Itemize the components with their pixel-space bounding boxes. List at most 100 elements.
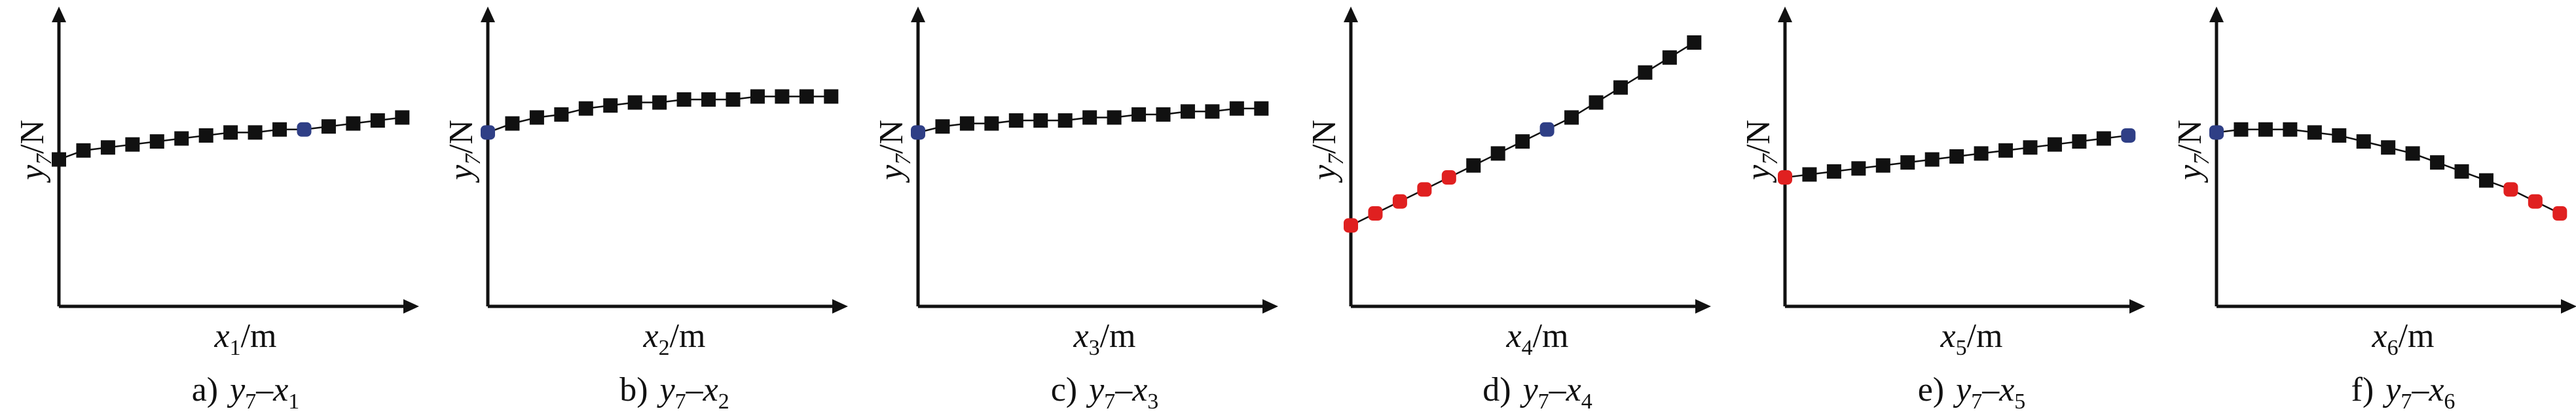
data-point-red xyxy=(1417,182,1432,197)
y-label-sub: 7 xyxy=(891,153,915,165)
data-point xyxy=(149,134,164,149)
caption-dash: – xyxy=(1549,371,1567,408)
data-point xyxy=(775,89,790,104)
caption-y-sub: 7 xyxy=(1104,390,1115,414)
data-point xyxy=(248,125,263,140)
y-axis-arrow xyxy=(2209,7,2224,22)
x-label-main: x xyxy=(2372,317,2387,355)
y-label-unit: /N xyxy=(14,120,51,154)
y-label-main: y xyxy=(14,164,51,183)
data-point xyxy=(603,98,618,113)
caption-dash: – xyxy=(2411,371,2429,408)
x-axis-label: x5/m xyxy=(1940,317,2003,360)
caption-prefix: d) xyxy=(1482,371,1511,408)
x-axis-arrow xyxy=(1262,299,1278,314)
data-point xyxy=(1900,155,1915,170)
y-axis-label: y7/N xyxy=(2171,120,2214,183)
data-point xyxy=(652,95,667,110)
y-axis-arrow xyxy=(1778,7,1792,22)
data-point xyxy=(959,116,974,131)
data-point xyxy=(2332,128,2347,143)
caption-y-sub: 7 xyxy=(1538,390,1549,414)
panel-1: y7/Nx1/ma) y7–x1 xyxy=(14,7,419,414)
caption-x-sub: 6 xyxy=(2444,390,2455,414)
data-point xyxy=(2234,122,2249,137)
x-axis-label: x1/m xyxy=(214,317,277,360)
y-label-main: y xyxy=(2171,164,2209,183)
x-label-sub: 1 xyxy=(230,336,241,360)
data-point xyxy=(1033,113,1048,128)
y-label-main: y xyxy=(1306,164,1343,183)
data-point xyxy=(726,92,741,107)
data-point xyxy=(578,101,593,116)
data-point xyxy=(223,125,238,140)
data-point xyxy=(346,116,361,131)
caption-dash: – xyxy=(1981,371,2000,408)
data-point xyxy=(125,137,140,152)
x-label-sub: 6 xyxy=(2387,336,2399,360)
data-point xyxy=(2430,155,2445,170)
panel-3: y7/Nx3/mc) y7–x3 xyxy=(873,7,1278,414)
panel-caption: c) y7–x3 xyxy=(1051,371,1159,414)
data-point-blue xyxy=(2209,125,2224,140)
data-point xyxy=(1254,101,1269,116)
data-point xyxy=(1851,161,1866,176)
x-label-main: x xyxy=(214,317,230,355)
data-point xyxy=(52,152,66,167)
x-axis-label: x2/m xyxy=(643,317,706,360)
x-axis-label: x4/m xyxy=(1506,317,1569,360)
y-label-sub: 7 xyxy=(461,153,485,165)
y-label-main: y xyxy=(1740,164,1777,183)
y-axis-arrow xyxy=(911,7,925,22)
x-label-main: x xyxy=(1940,317,1956,355)
panel-caption: a) y7–x1 xyxy=(192,371,300,414)
caption-y: y xyxy=(1953,371,1972,408)
caption-prefix: a) xyxy=(192,371,218,408)
caption-x: x xyxy=(703,371,718,408)
data-point xyxy=(1826,164,1841,179)
data-point xyxy=(1132,107,1147,122)
x-axis-label: x6/m xyxy=(2372,317,2435,360)
data-point xyxy=(1229,101,1244,116)
caption-x-sub: 1 xyxy=(288,390,299,414)
data-point-red xyxy=(1368,206,1383,221)
data-point xyxy=(799,89,814,104)
y-axis-arrow xyxy=(481,7,495,22)
x-axis-arrow xyxy=(2561,299,2576,314)
caption-prefix: e) xyxy=(1918,371,1944,408)
data-point xyxy=(321,119,336,134)
caption-y: y xyxy=(1086,371,1105,408)
y-label-unit: /N xyxy=(2171,120,2209,154)
caption-x-sub: 5 xyxy=(2014,390,2025,414)
data-point xyxy=(1490,146,1505,161)
y-label-main: y xyxy=(873,164,910,183)
data-point xyxy=(198,128,213,143)
panel-caption: b) y7–x2 xyxy=(619,371,729,414)
caption-y-sub: 7 xyxy=(1971,390,1982,414)
data-point xyxy=(505,116,520,131)
data-point xyxy=(2381,140,2396,155)
y-label-unit: /N xyxy=(873,120,910,154)
x-label-sub: 4 xyxy=(1522,336,1533,360)
caption-dash: – xyxy=(255,371,274,408)
data-point-red xyxy=(1344,218,1358,233)
data-point xyxy=(1687,35,1702,50)
x-label-unit: /m xyxy=(1967,317,2003,355)
caption-x: x xyxy=(1132,371,1147,408)
data-point xyxy=(1466,158,1481,173)
data-point xyxy=(676,92,691,107)
y-label-unit: /N xyxy=(443,120,480,154)
data-point-blue xyxy=(2121,128,2136,143)
x-axis-label: x3/m xyxy=(1073,317,1136,360)
y-axis-label: y7/N xyxy=(873,120,915,183)
x-label-unit: /m xyxy=(241,317,277,355)
caption-x: x xyxy=(1566,371,1581,408)
data-point xyxy=(2283,122,2298,137)
data-point xyxy=(529,110,544,125)
x-label-unit: /m xyxy=(1533,317,1569,355)
caption-y-sub: 7 xyxy=(675,390,686,414)
caption-y: y xyxy=(657,371,676,408)
data-point xyxy=(1974,146,1989,161)
panel-caption: e) y7–x5 xyxy=(1918,371,2026,414)
